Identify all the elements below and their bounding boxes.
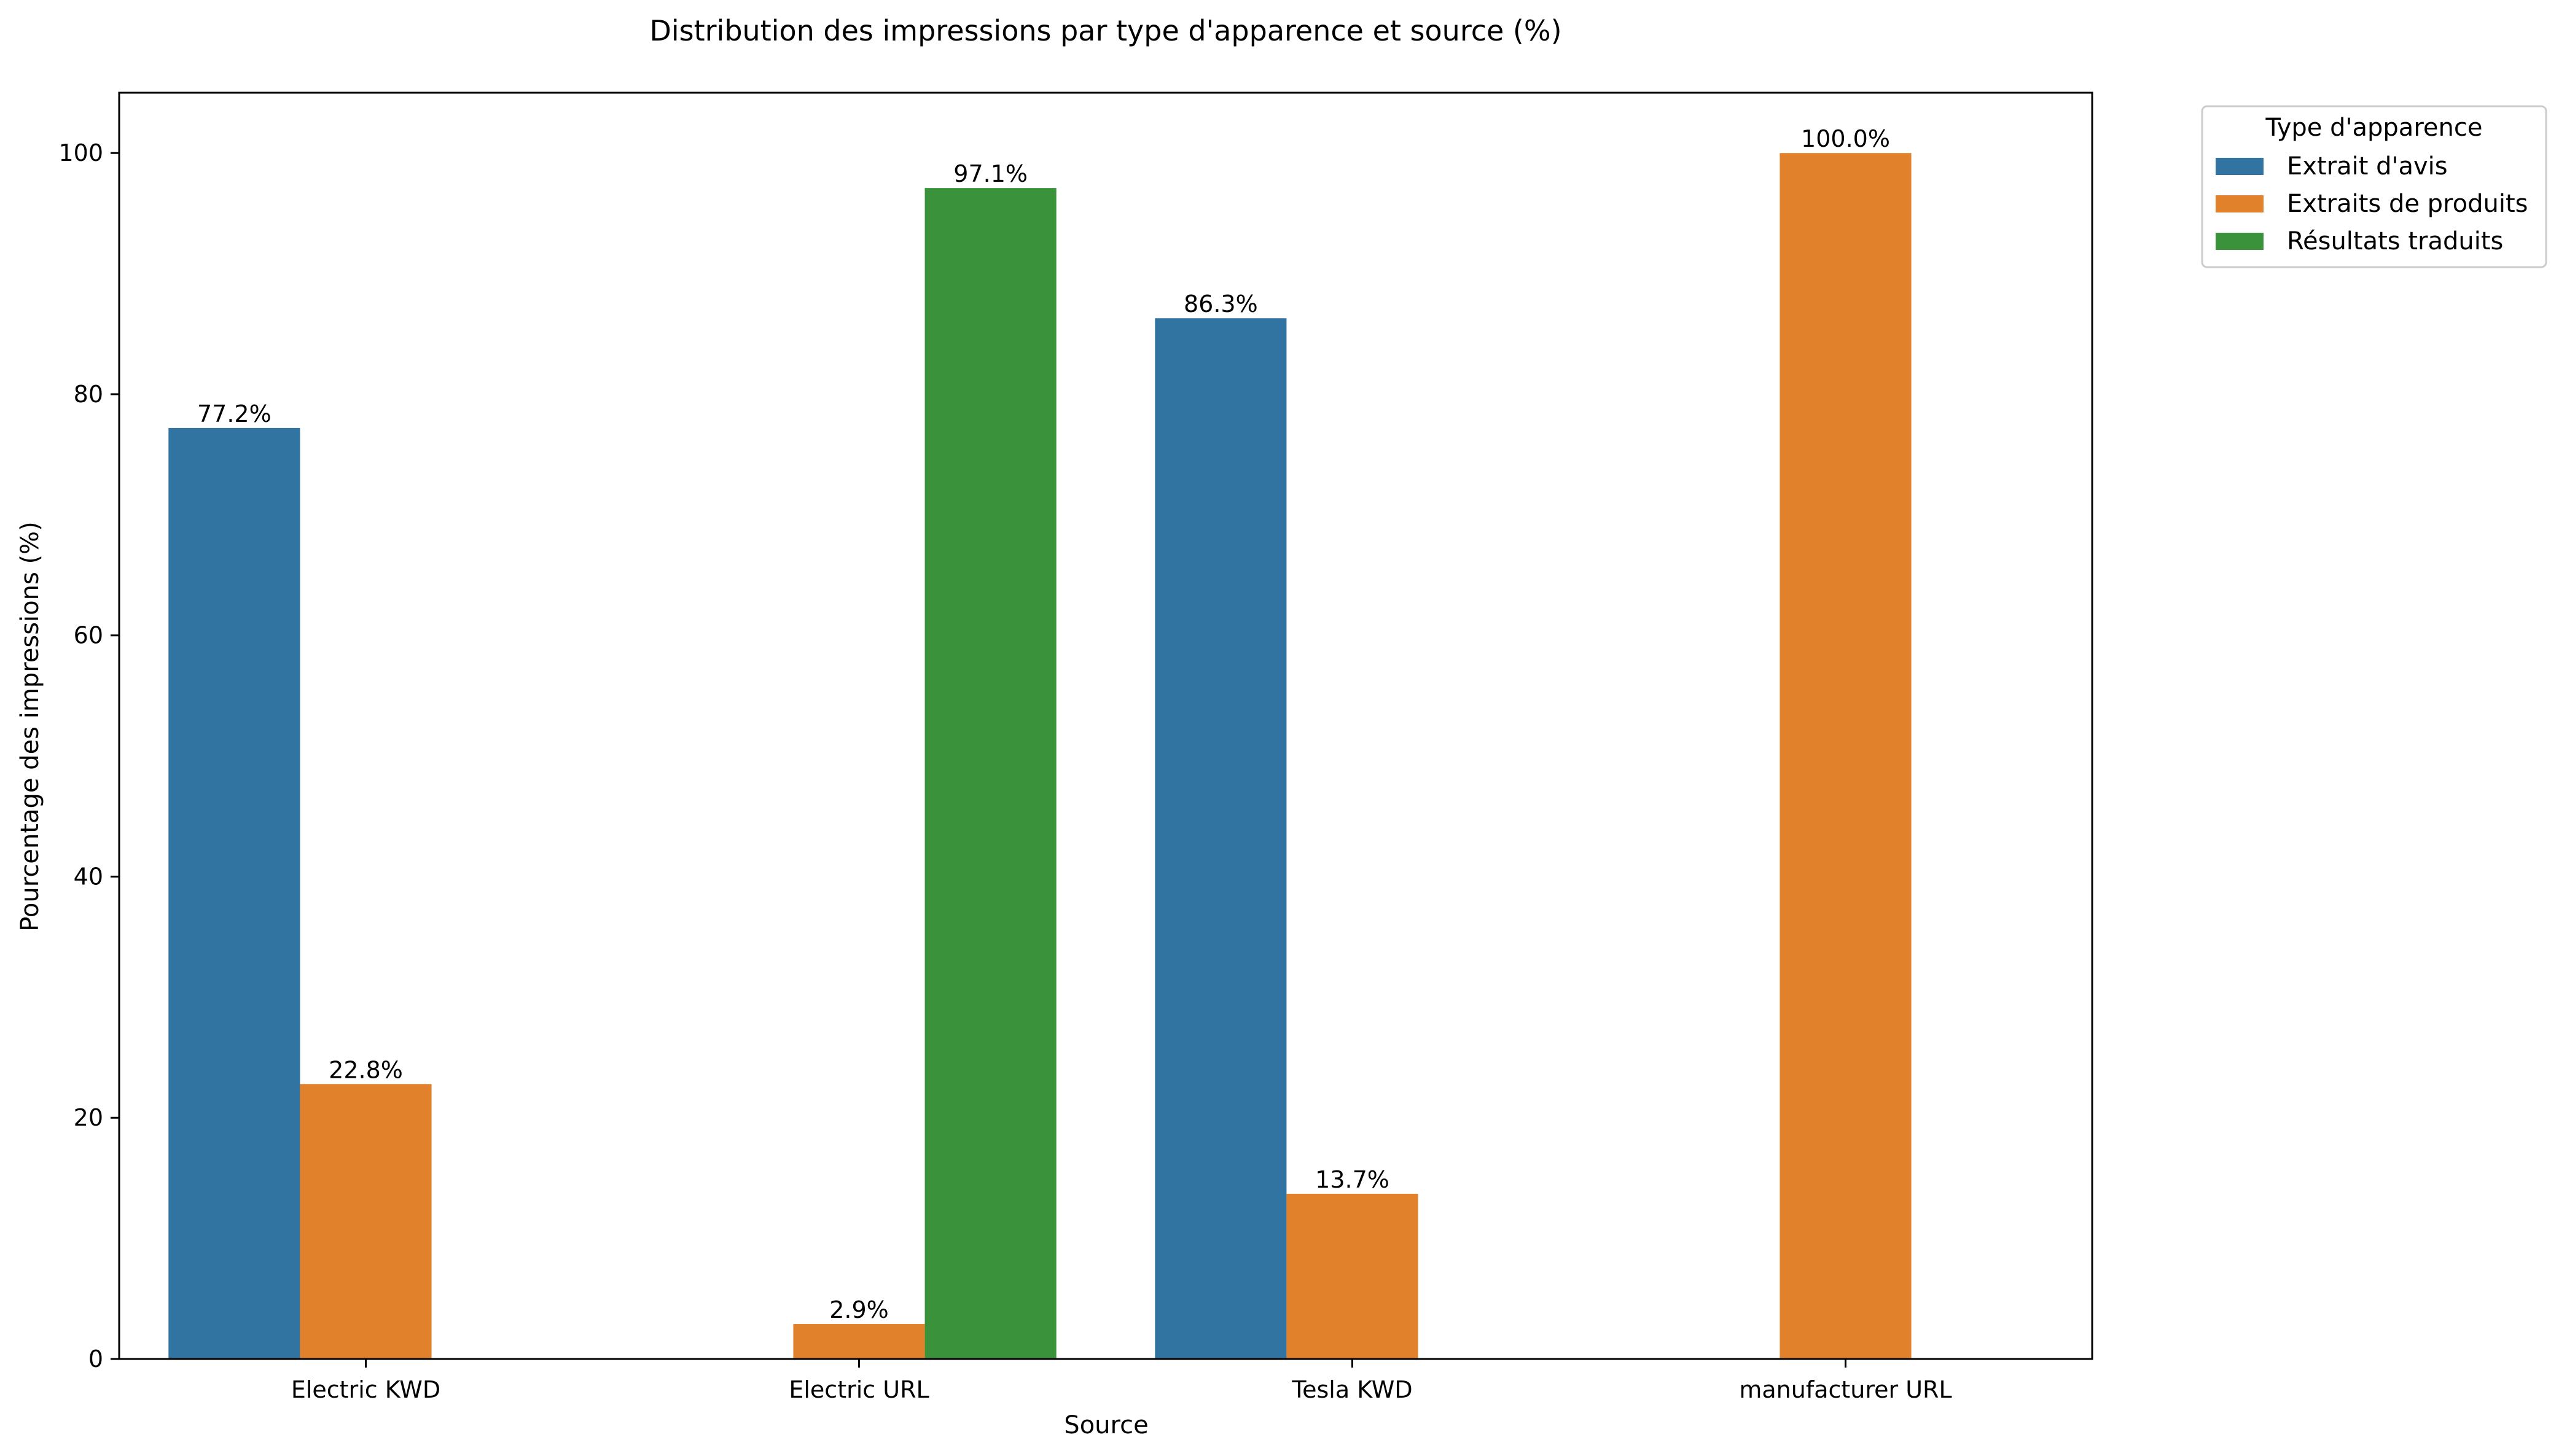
bar xyxy=(1780,153,1912,1360)
bar xyxy=(168,427,300,1360)
bar-value-label: 22.8% xyxy=(329,1056,403,1083)
y-axis-label: Pourcentage des impressions (%) xyxy=(16,521,44,932)
x-tick-label: Tesla KWD xyxy=(1291,1376,1412,1403)
legend-swatch xyxy=(2216,195,2264,212)
legend-entry-label: Extraits de produits xyxy=(2287,190,2528,218)
bar xyxy=(1155,318,1287,1359)
bar xyxy=(1286,1193,1418,1359)
y-tick-label: 100 xyxy=(58,139,103,166)
y-tick-label: 40 xyxy=(74,863,103,890)
bar xyxy=(793,1324,925,1359)
legend-swatch xyxy=(2216,233,2264,250)
legend: Type d'apparence Extrait d'avis Extraits … xyxy=(2201,105,2547,268)
bar xyxy=(924,188,1057,1359)
legend-entry-label: Extrait d'avis xyxy=(2287,152,2448,181)
legend-frame xyxy=(2201,105,2547,268)
x-axis-label: Source xyxy=(1064,1411,1148,1439)
bar xyxy=(300,1084,432,1359)
bar-value-label: 86.3% xyxy=(1184,290,1258,317)
legend-title: Type d'apparence xyxy=(2265,114,2483,142)
y-tick-label: 80 xyxy=(74,381,103,408)
x-tick-label: manufacturer URL xyxy=(1739,1376,1951,1403)
legend-entry-label: Résultats traduits xyxy=(2287,227,2503,255)
legend-swatch xyxy=(2216,158,2264,175)
bar-value-label: 97.1% xyxy=(953,160,1028,187)
y-tick-label: 20 xyxy=(74,1104,103,1131)
plot-area: 77.2% 86.3% 22.8% 2.9% 13.7% 100.0% 97.1% 0 20 40… xyxy=(58,91,2093,1403)
y-tick-label: 60 xyxy=(74,622,103,649)
x-tick-label: Electric URL xyxy=(789,1376,929,1403)
chart-title: Distribution des impressions par type d'… xyxy=(649,14,1561,47)
plot-frame xyxy=(118,91,2093,1360)
bar-value-label: 13.7% xyxy=(1315,1166,1389,1193)
y-tick-label: 0 xyxy=(88,1345,103,1372)
x-tick-label: Electric KWD xyxy=(291,1376,440,1403)
bar-value-label: 2.9% xyxy=(829,1296,889,1323)
bar-value-label: 100.0% xyxy=(1801,125,1890,152)
bar-value-label: 77.2% xyxy=(197,400,272,427)
